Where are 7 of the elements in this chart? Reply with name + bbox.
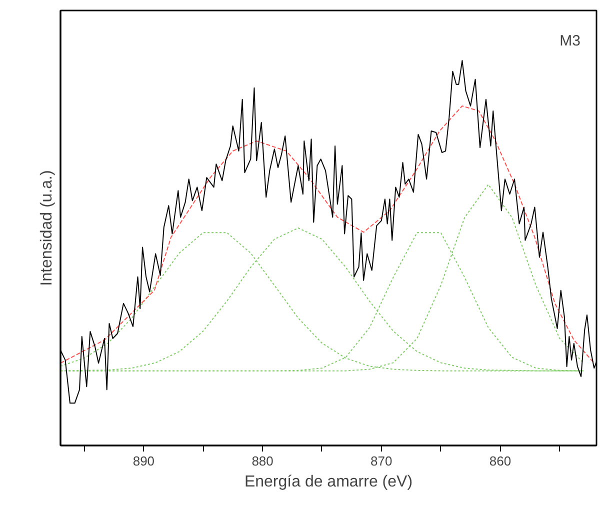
x-tick-label: 880 — [252, 454, 274, 468]
text: M3 — [560, 32, 580, 50]
x-axis-title: Energía de amarre (eV) — [244, 474, 413, 490]
x-tick-label: 890 — [132, 454, 155, 468]
y-axis-title: Intensidad (u.a.) — [38, 170, 56, 286]
x-tick-label: 860 — [489, 454, 512, 468]
x-tick-label: 870 — [370, 454, 392, 468]
